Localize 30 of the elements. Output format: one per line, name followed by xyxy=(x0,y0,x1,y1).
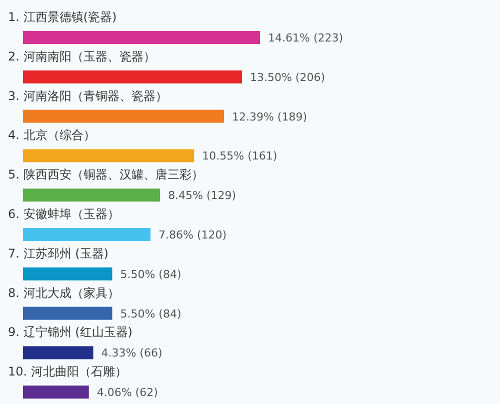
y-tick-label: 6. 安徽蚌埠（玉器） xyxy=(8,207,120,221)
bar xyxy=(23,110,224,123)
y-tick-label: 1. 江西景德镇(瓷器) xyxy=(8,10,117,24)
data-label: 10.55% (161) xyxy=(202,150,278,163)
bar xyxy=(23,70,242,84)
y-tick-label: 4. 北京（综合） xyxy=(8,128,96,142)
bar xyxy=(23,306,112,320)
y-tick-label: 2. 河南南阳（玉器、瓷器） xyxy=(8,49,156,64)
data-label: 4.33% (66) xyxy=(101,346,162,360)
y-tick-label: 8. 河北大成（家具） xyxy=(8,286,120,300)
bar xyxy=(23,346,94,360)
bar xyxy=(23,149,194,162)
data-label: 5.50% (84) xyxy=(120,307,182,320)
bar xyxy=(23,188,160,202)
data-label: 8.45% (129) xyxy=(168,189,236,202)
bar xyxy=(23,267,112,280)
y-tick-label: 10. 河北曲阳（石雕） xyxy=(8,364,127,379)
bar xyxy=(23,228,151,241)
y-tick-label: 7. 江苏邳州 (玉器) xyxy=(8,246,108,260)
y-tick-label: 5. 陕西西安（铜器、汉罐、唐三彩） xyxy=(8,168,204,182)
y-tick-label: 9. 辽宁锦州 (红山玉器) xyxy=(8,325,132,340)
bar xyxy=(23,386,89,399)
data-label: 12.39% (189) xyxy=(232,110,308,124)
data-label: 13.50% (206) xyxy=(250,70,326,84)
bar xyxy=(23,31,260,44)
data-label: 14.61% (223) xyxy=(268,32,344,44)
data-label: 7.86% (120) xyxy=(158,228,227,242)
data-label: 4.06% (62) xyxy=(96,386,158,400)
y-tick-label: 3. 河南洛阳（青铜器、瓷器） xyxy=(8,88,168,103)
data-label: 5.50% (84) xyxy=(120,268,182,281)
